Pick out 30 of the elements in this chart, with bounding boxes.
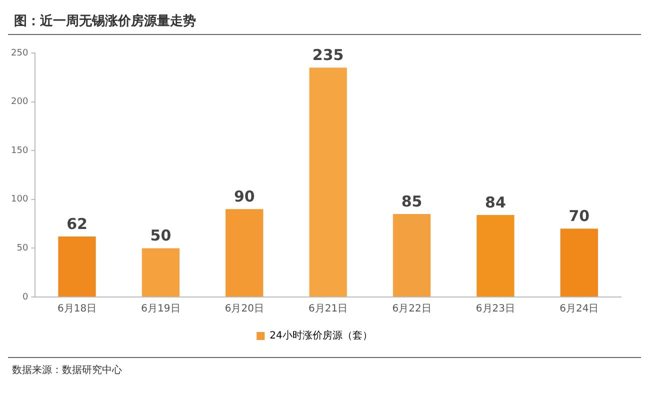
- y-tick-label: 150: [10, 146, 28, 156]
- x-tick-label: 6月21日: [308, 304, 348, 315]
- y-tick-label: 100: [10, 194, 28, 205]
- bar: [142, 248, 180, 296]
- data-label: 50: [150, 226, 172, 245]
- x-tick-label: 6月23日: [476, 304, 516, 315]
- bar: [476, 215, 514, 296]
- bar: [226, 209, 264, 296]
- legend-label: 24小时涨价房源（套）: [270, 330, 372, 342]
- x-tick-label: 6月20日: [224, 304, 264, 315]
- x-tick-label: 6月22日: [392, 304, 432, 315]
- chart-title: 图：近一周无锡涨价房源量走势: [8, 8, 641, 35]
- y-tick-label: 200: [10, 97, 28, 108]
- data-label: 85: [401, 192, 422, 210]
- data-label: 90: [234, 188, 255, 206]
- data-label: 84: [485, 193, 506, 212]
- y-tick-label: 50: [16, 244, 28, 254]
- bar: [392, 214, 431, 296]
- data-label: 70: [568, 207, 590, 226]
- y-tick-label: 250: [10, 48, 28, 58]
- source-note: 数据来源：数据研究中心: [8, 358, 641, 382]
- bar: [309, 68, 347, 296]
- data-label: 235: [312, 46, 344, 64]
- y-tick-label: 0: [22, 292, 28, 302]
- data-label: 62: [66, 214, 88, 233]
- x-tick-label: 6月18日: [57, 304, 97, 315]
- x-tick-label: 6月24日: [560, 304, 599, 315]
- bar: [58, 236, 96, 296]
- bar: [560, 228, 598, 296]
- x-tick-label: 6月19日: [141, 304, 180, 315]
